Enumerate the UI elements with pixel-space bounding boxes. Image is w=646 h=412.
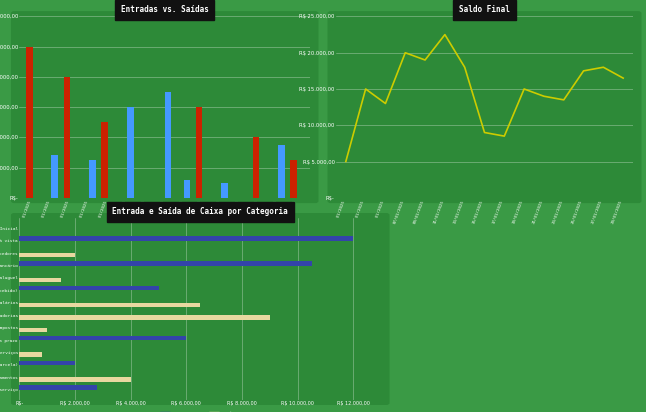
Bar (19, 286, 158, 290)
Bar (165, 92, 171, 198)
Bar (19, 328, 47, 332)
Bar (19, 360, 75, 365)
Legend: Entradas, Saídas: Entradas, Saídas (158, 410, 243, 412)
Bar (278, 145, 285, 198)
Bar (183, 180, 190, 198)
Title: Entradas vs. Saídas: Entradas vs. Saídas (121, 5, 209, 14)
Bar (89, 160, 96, 198)
Bar (19, 336, 186, 340)
Bar (19, 253, 75, 258)
Bar (64, 77, 70, 198)
Bar (26, 47, 32, 198)
Bar (253, 137, 259, 198)
Bar (127, 107, 134, 198)
Bar (290, 160, 297, 198)
Bar (19, 261, 311, 266)
Bar (222, 183, 228, 198)
Title: Saldo Final: Saldo Final (459, 5, 510, 14)
Bar (52, 155, 58, 198)
Bar (19, 315, 270, 320)
Bar (196, 107, 202, 198)
Bar (19, 303, 200, 307)
Title: Entrada e Saída de Caixa por Categoria: Entrada e Saída de Caixa por Categoria (112, 207, 288, 216)
Bar (19, 385, 98, 390)
Legend: Entradas, Saídas: Entradas, Saídas (125, 277, 204, 286)
Bar (19, 377, 130, 382)
Bar (19, 236, 353, 241)
Bar (19, 278, 61, 282)
Bar (19, 352, 41, 357)
Bar (101, 122, 108, 198)
